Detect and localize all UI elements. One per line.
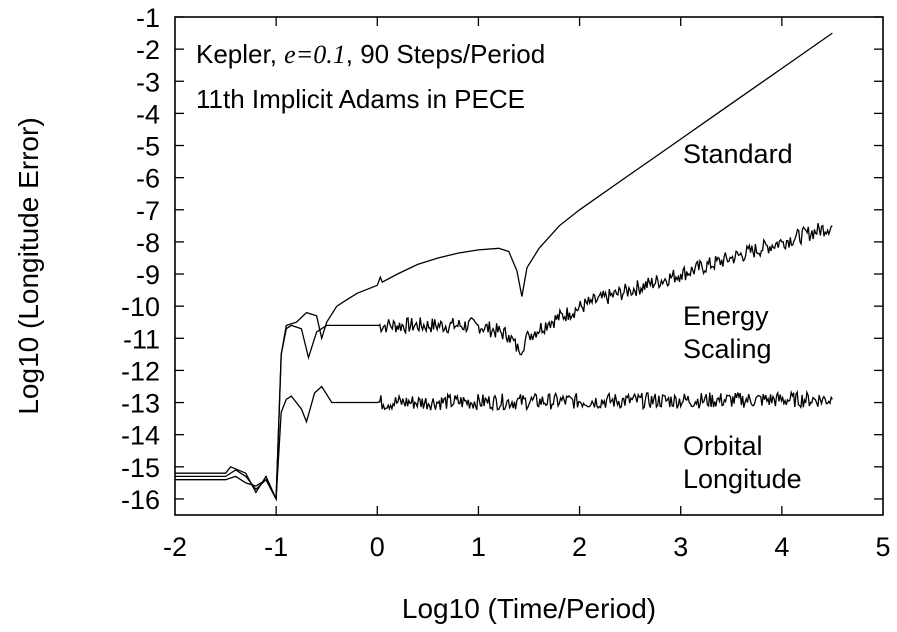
y-tick-label: -11 <box>123 324 160 354</box>
series-label: Scaling <box>683 334 772 364</box>
x-tick-label: 2 <box>572 532 587 562</box>
x-tick-label: -1 <box>264 532 288 562</box>
y-tick-label: -14 <box>121 421 160 451</box>
y-axis-label: Log10 (Longitude Error) <box>13 117 44 414</box>
x-tick-label: 5 <box>875 532 890 562</box>
y-tick-label: -4 <box>136 99 160 129</box>
series-label: Energy <box>683 301 769 331</box>
x-tick-label: -2 <box>163 532 187 562</box>
y-tick-label: -10 <box>121 292 160 322</box>
x-tick-label: 1 <box>471 532 486 562</box>
y-axis-ticks: -1-2-3-4-5-6-7-8-9-10-11-12-13-14-15-16 <box>121 3 883 515</box>
y-tick-label: -16 <box>121 485 160 515</box>
x-tick-label: 0 <box>370 532 385 562</box>
y-tick-label: -7 <box>136 196 160 226</box>
y-tick-label: -3 <box>136 67 160 97</box>
y-tick-label: -8 <box>136 228 160 258</box>
plot-frame <box>174 16 884 516</box>
annotation-line-1: Kepler, e=0.1, 90 Steps/Period <box>196 39 545 69</box>
y-tick-label: -1 <box>136 3 160 33</box>
series-label: Orbital <box>683 431 763 461</box>
series-line-orbital-longitude <box>175 385 833 502</box>
series-layer <box>175 32 833 502</box>
y-tick-label: -5 <box>136 132 160 162</box>
y-tick-label: -9 <box>136 260 160 290</box>
y-tick-label: -12 <box>121 356 160 386</box>
x-tick-label: 3 <box>673 532 688 562</box>
annotation-line-2: 11th Implicit Adams in PECE <box>196 84 525 114</box>
y-tick-label: -6 <box>136 164 160 194</box>
series-line-energy-scaling <box>175 223 833 502</box>
y-tick-label: -2 <box>136 35 160 65</box>
y-tick-label: -13 <box>121 389 160 419</box>
x-tick-label: 4 <box>774 532 789 562</box>
x-axis-label: Log10 (Time/Period) <box>402 593 656 624</box>
series-label: Standard <box>683 139 793 169</box>
series-label: Longitude <box>683 464 802 494</box>
y-tick-label: -15 <box>121 453 160 483</box>
x-axis-ticks: -2 -1 0 1 2 3 4 5 <box>163 17 891 562</box>
